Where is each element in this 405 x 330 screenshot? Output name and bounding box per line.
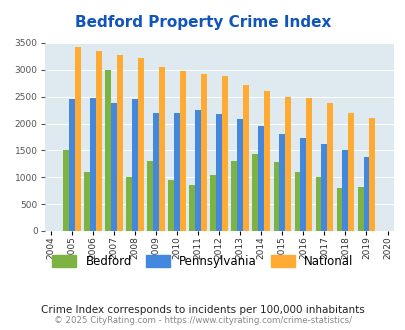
Text: Bedford Property Crime Index: Bedford Property Crime Index [75,15,330,30]
Bar [258,126,264,231]
Bar [285,97,290,231]
Bar [222,77,228,231]
Bar [75,47,81,231]
Bar [237,119,243,231]
Bar [168,180,174,231]
Bar [252,154,258,231]
Bar [174,113,180,231]
Bar [126,177,132,231]
Bar [180,71,185,231]
Bar [138,58,144,231]
Bar [105,70,111,231]
Bar [90,98,96,231]
Bar [189,185,195,231]
Bar [111,103,117,231]
Bar [159,67,164,231]
Legend: Bedford, Pennsylvania, National: Bedford, Pennsylvania, National [48,250,357,273]
Bar [369,118,374,231]
Bar [264,91,269,231]
Bar [321,144,326,231]
Bar [300,138,305,231]
Bar [362,157,369,231]
Bar [63,150,69,231]
Bar [279,134,285,231]
Bar [153,113,159,231]
Bar [326,103,333,231]
Bar [342,150,347,231]
Bar [273,162,279,231]
Bar [315,177,321,231]
Bar [69,99,75,231]
Bar [96,51,102,231]
Bar [294,172,300,231]
Bar [84,172,90,231]
Bar [216,114,222,231]
Bar [243,84,249,231]
Bar [231,161,237,231]
Text: Crime Index corresponds to incidents per 100,000 inhabitants: Crime Index corresponds to incidents per… [41,305,364,315]
Bar [347,113,354,231]
Bar [336,188,342,231]
Bar [305,98,311,231]
Bar [357,187,362,231]
Bar [195,110,200,231]
Bar [200,74,207,231]
Bar [132,99,138,231]
Bar [210,175,216,231]
Bar [117,55,123,231]
Text: © 2025 CityRating.com - https://www.cityrating.com/crime-statistics/: © 2025 CityRating.com - https://www.city… [54,316,351,325]
Bar [147,161,153,231]
